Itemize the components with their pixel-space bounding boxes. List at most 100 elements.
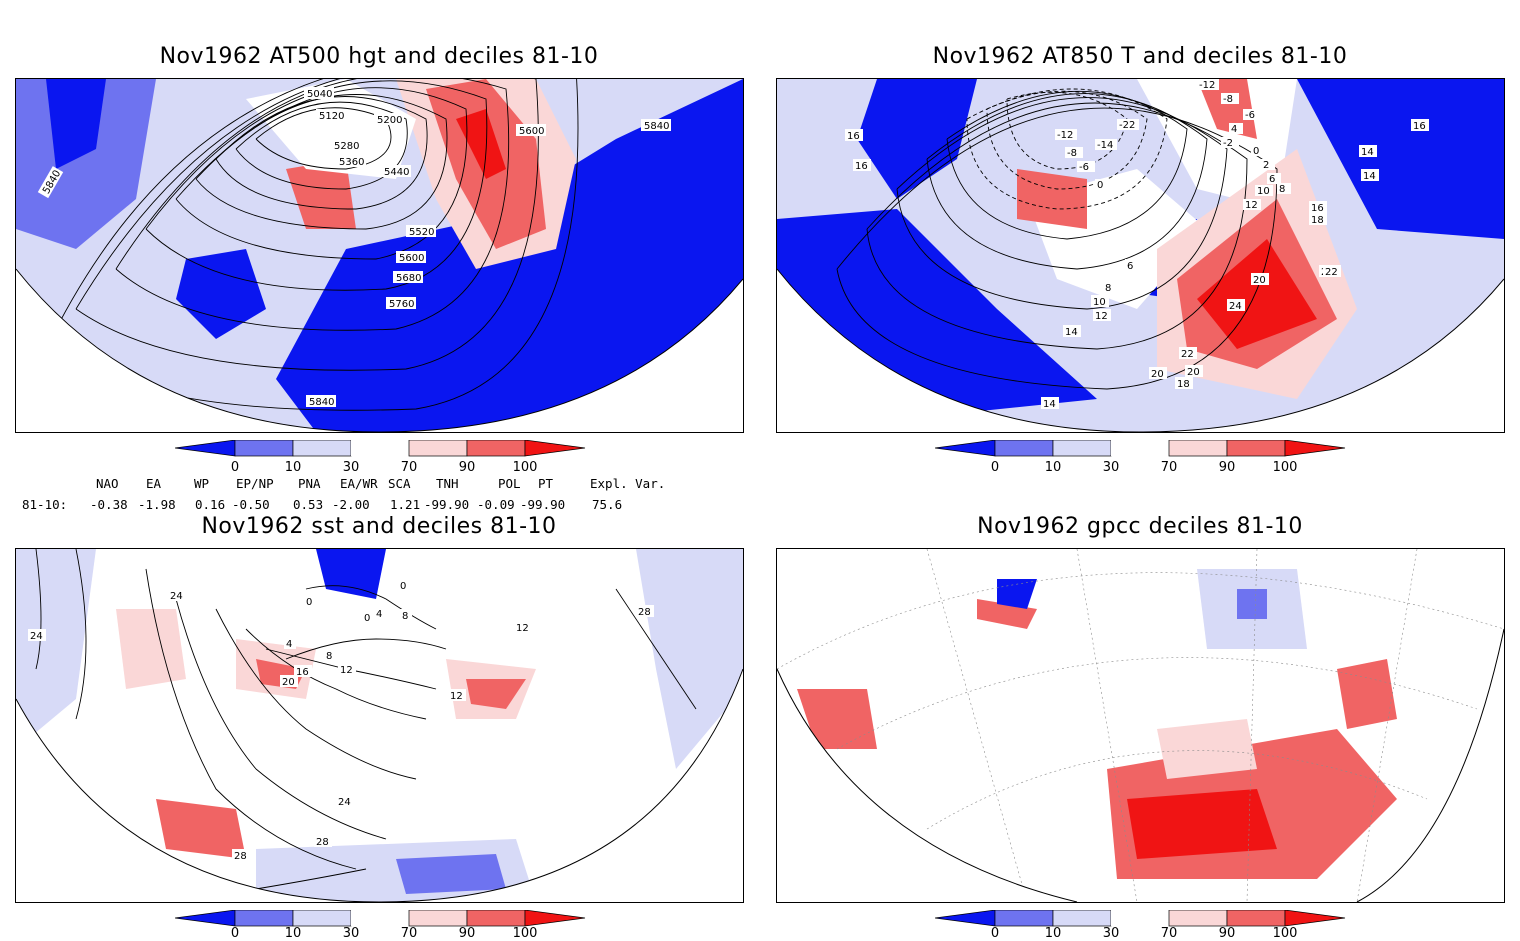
contour-label: 18 (1175, 377, 1193, 390)
contour-label: 5520 (406, 225, 436, 238)
contour-label: 14 (1041, 397, 1059, 410)
svg-text:-8: -8 (1223, 94, 1233, 105)
contour-labels: -12 -8 -6 4 -2 0 2 6 8 10 12 14 14 16 16… (845, 79, 1429, 410)
svg-text:0: 0 (1253, 146, 1259, 157)
contour-label: 5200 (374, 113, 404, 126)
contour-label: 6 (1267, 173, 1281, 185)
svg-text:6: 6 (1127, 261, 1133, 272)
colorbar-t850: 0 10 30 70 90 100 (934, 439, 1365, 480)
contour-label: 0 (398, 579, 410, 592)
svg-text:5840: 5840 (309, 397, 334, 408)
contour-label: 12 (448, 689, 466, 702)
svg-text:-6: -6 (1245, 110, 1255, 121)
contour-label: -8 (1221, 93, 1239, 105)
map-gpcc (776, 548, 1505, 903)
colorbar-label: 90 (458, 926, 476, 941)
svg-text:5440: 5440 (384, 167, 409, 178)
contour-label: 14 (1063, 325, 1081, 338)
svg-text:0: 0 (364, 613, 370, 624)
colorbar-hgt500: 0 10 30 70 90 100 (174, 439, 605, 480)
colorbar-swatches (174, 439, 586, 457)
svg-text:24: 24 (170, 591, 183, 602)
contour-label: 14 (1361, 169, 1379, 182)
tele-header: POL (498, 476, 521, 491)
colorbar-sst: 0 10 30 70 90 100 (174, 909, 605, 941)
shade-deep-red-asia (1197, 239, 1317, 349)
colorbar-label: 30 (1102, 460, 1120, 475)
contour-label: 28 (314, 835, 332, 848)
contour-label: 20 (1251, 273, 1269, 286)
contour-label: 14 (1359, 145, 1377, 158)
colorbar-label: 100 (512, 460, 538, 475)
contour-label: 5600 (396, 251, 426, 264)
svg-text:22: 22 (1181, 349, 1194, 360)
contour-label: 24 (1227, 299, 1245, 312)
shade-mid-red-atlantic (1017, 169, 1087, 229)
shade-mid-blue-siberia (1237, 589, 1267, 619)
tele-header: TNH (436, 476, 459, 491)
colorbar-label: 70 (1160, 460, 1178, 475)
contour-label: 12 (1243, 199, 1261, 211)
contour-label: -14 (1095, 139, 1117, 151)
svg-text:22: 22 (1325, 267, 1338, 278)
svg-text:28: 28 (638, 607, 651, 618)
contour-label: 5760 (386, 297, 416, 310)
contour-label: 24 (28, 629, 46, 642)
tele-header: EA/WR (340, 476, 378, 491)
svg-text:24: 24 (1229, 301, 1242, 312)
contour-label: -2 (1221, 137, 1239, 149)
svg-text:0: 0 (1097, 180, 1103, 191)
tele-header: PT (538, 476, 554, 491)
shade-mid-red-asia (1337, 659, 1397, 729)
graticule (777, 549, 1504, 902)
svg-text:18: 18 (1177, 379, 1190, 390)
shade-mid-red-america (797, 689, 877, 749)
shade-deep-blue-atlantic (176, 249, 266, 339)
contour-label: 28 (232, 849, 250, 862)
svg-text:12: 12 (516, 623, 529, 634)
svg-text:-8: -8 (1067, 148, 1077, 159)
svg-text:5040: 5040 (307, 89, 332, 100)
tele-header: Expl. Var. (590, 476, 666, 491)
svg-text:5360: 5360 (339, 157, 364, 168)
contour-label: 0 (1095, 179, 1109, 191)
svg-text:14: 14 (1361, 147, 1374, 158)
tele-value: -0.09 (477, 497, 515, 512)
shade-deep-blue-nw (857, 79, 977, 199)
colorbar-gpcc: 0 10 30 70 90 100 (934, 909, 1365, 941)
contour-label: 2 (1261, 159, 1275, 171)
svg-text:16: 16 (847, 131, 860, 142)
colorbar-label: 90 (1218, 460, 1236, 475)
colorbar-label: 70 (400, 926, 418, 941)
contour-label: 16 (1309, 201, 1327, 214)
svg-text:5120: 5120 (319, 111, 344, 122)
colorbar-swatches (934, 439, 1346, 457)
svg-text:10: 10 (1093, 297, 1106, 308)
svg-text:20: 20 (1187, 367, 1200, 378)
svg-text:12: 12 (340, 665, 353, 676)
shade-deep-red-africa (1127, 789, 1277, 859)
colorbar-label: 100 (1272, 926, 1298, 941)
svg-text:2: 2 (1263, 160, 1269, 171)
contour-label: 5040 (304, 87, 334, 100)
shade-deep-blue-north (316, 549, 386, 599)
contour-label: 5840 (641, 119, 671, 132)
colorbar-label: 90 (1218, 926, 1236, 941)
svg-text:5200: 5200 (377, 115, 402, 126)
contour-label: 22 (1179, 347, 1197, 360)
contour-label: 0 (362, 611, 374, 624)
tele-value: 1.21 (390, 497, 421, 512)
tele-value: -99.90 (520, 497, 566, 512)
svg-text:-12: -12 (1057, 130, 1073, 141)
contour-label: 20 (280, 675, 298, 688)
svg-text:8: 8 (1279, 184, 1285, 195)
contour-label: 5840 (306, 395, 336, 408)
map-sst: 0 0 4 8 12 16 20 24 28 28 24 28 24 0 4 8… (15, 548, 744, 903)
svg-text:4: 4 (286, 639, 292, 650)
colorbar-label: 30 (342, 460, 360, 475)
svg-text:8: 8 (326, 651, 332, 662)
contour-label: 5600 (516, 124, 546, 137)
svg-text:6: 6 (1269, 174, 1275, 185)
tele-value: 75.6 (592, 497, 623, 512)
colorbar-label: 10 (284, 926, 302, 941)
